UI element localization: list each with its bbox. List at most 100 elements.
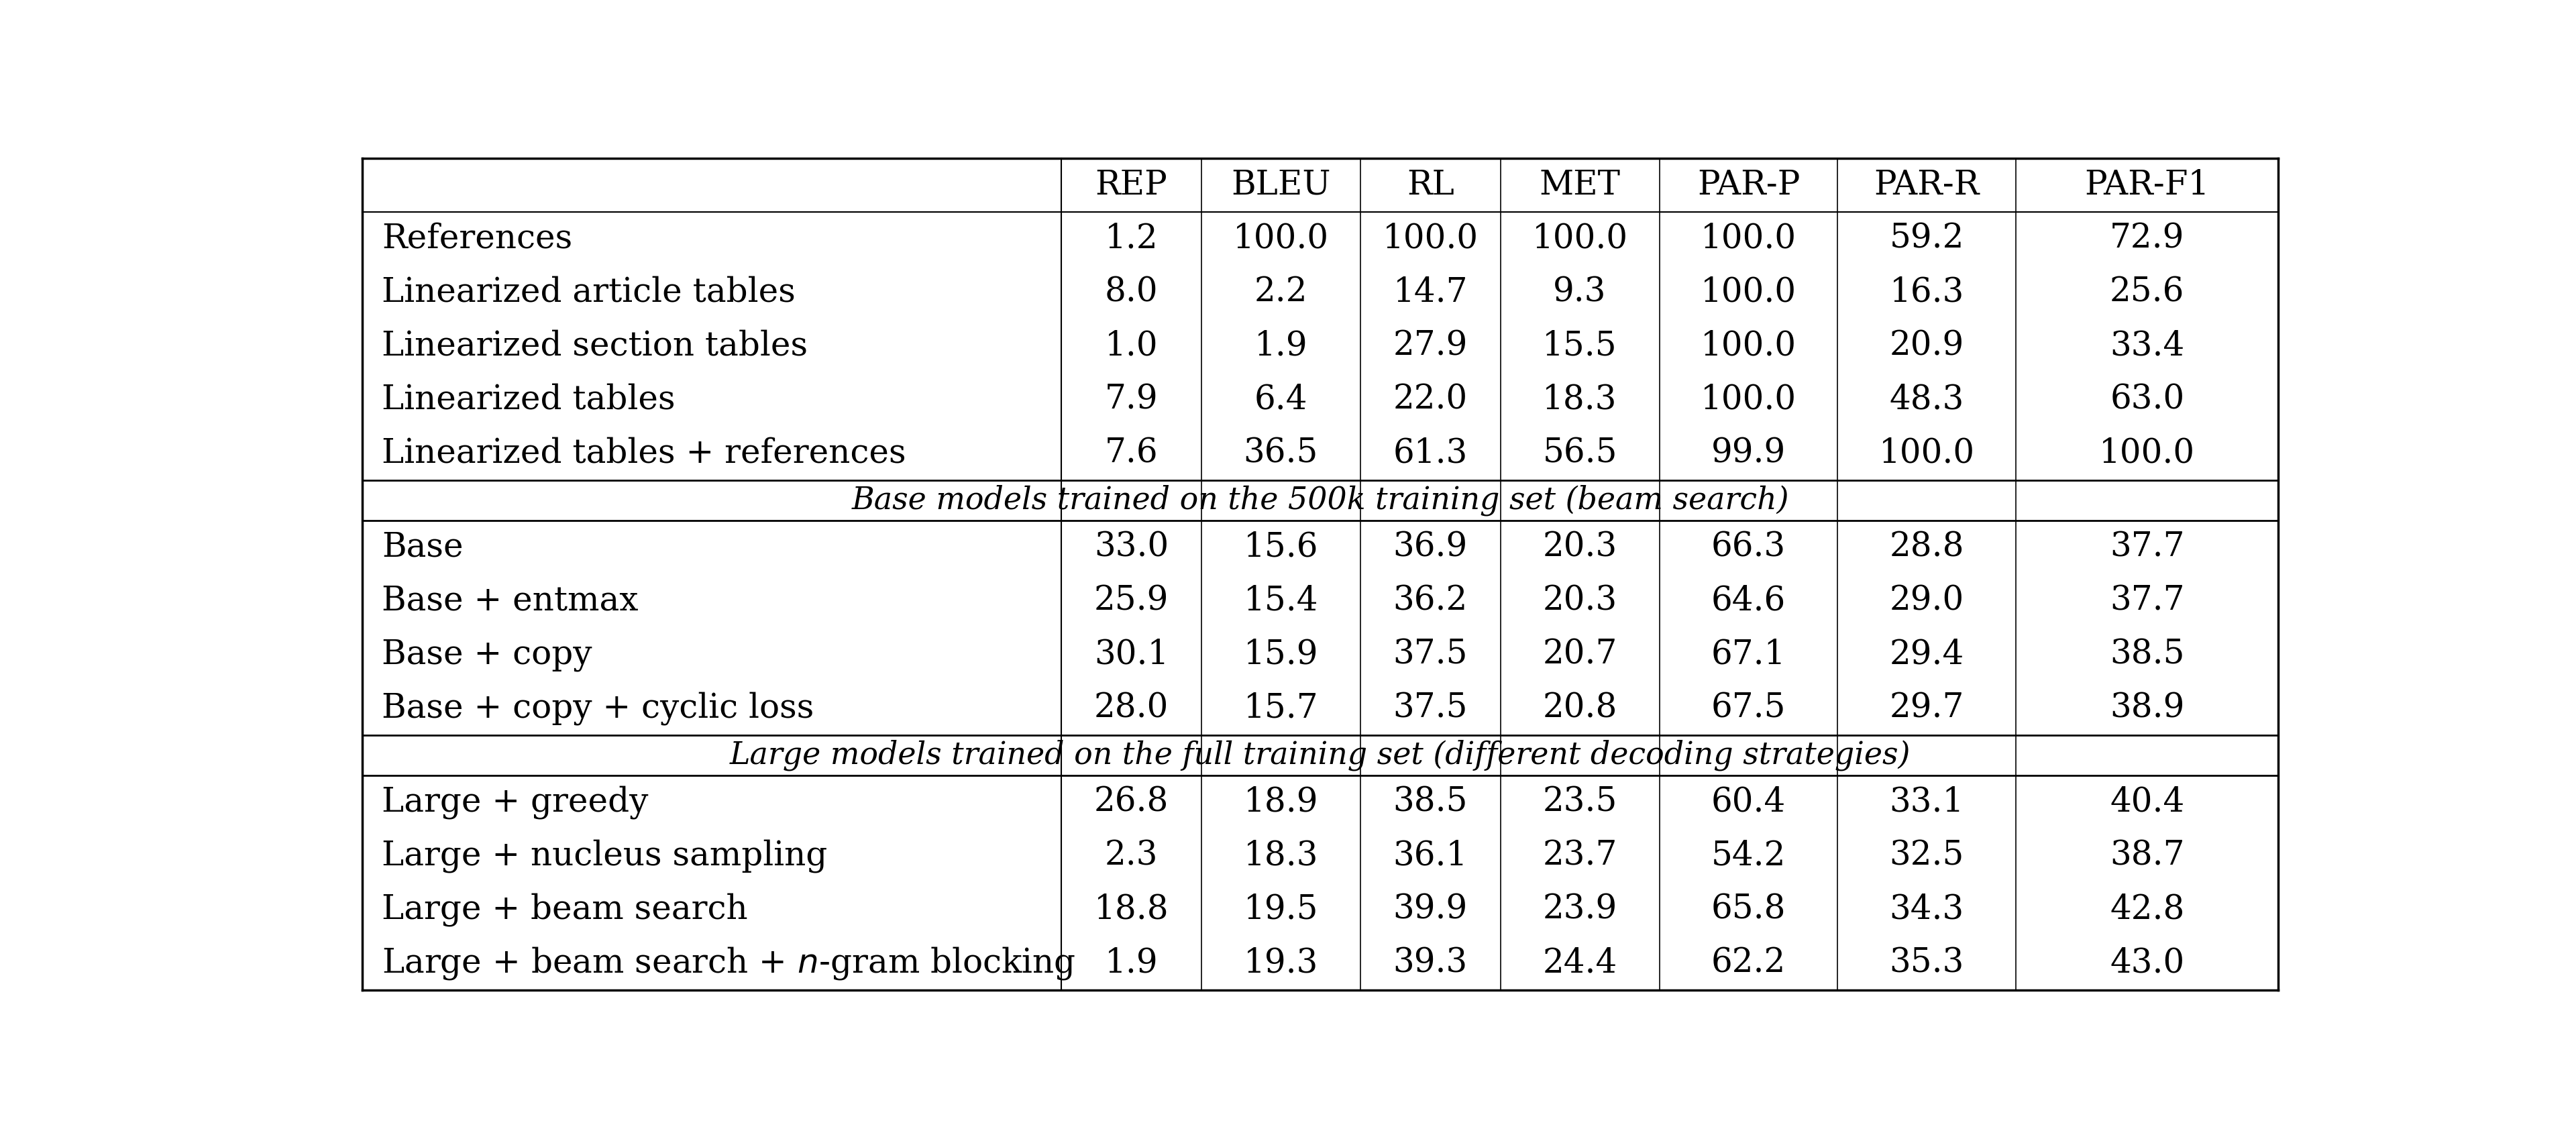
Text: Base models trained on the 500k training set (beam search): Base models trained on the 500k training… bbox=[853, 484, 1788, 516]
Text: 42.8: 42.8 bbox=[2110, 893, 2184, 927]
Text: 25.6: 25.6 bbox=[2110, 276, 2184, 309]
Text: 100.0: 100.0 bbox=[1700, 383, 1795, 416]
Text: 7.6: 7.6 bbox=[1105, 437, 1159, 470]
Text: 20.8: 20.8 bbox=[1543, 691, 1618, 725]
Text: 20.7: 20.7 bbox=[1543, 638, 1618, 671]
Text: 24.4: 24.4 bbox=[1543, 947, 1618, 980]
Text: 65.8: 65.8 bbox=[1710, 893, 1785, 927]
Text: 37.5: 37.5 bbox=[1394, 691, 1468, 725]
Text: BLEU: BLEU bbox=[1231, 168, 1332, 201]
Text: 15.5: 15.5 bbox=[1543, 330, 1618, 363]
Text: 62.2: 62.2 bbox=[1710, 947, 1785, 980]
Text: 19.5: 19.5 bbox=[1244, 893, 1319, 927]
Text: 1.2: 1.2 bbox=[1105, 222, 1159, 256]
Text: Linearized article tables: Linearized article tables bbox=[381, 276, 796, 309]
Text: 56.5: 56.5 bbox=[1543, 437, 1618, 470]
Text: 48.3: 48.3 bbox=[1888, 383, 1963, 416]
Text: 18.8: 18.8 bbox=[1095, 893, 1170, 927]
Text: 38.7: 38.7 bbox=[2110, 839, 2184, 872]
Text: 18.3: 18.3 bbox=[1244, 839, 1319, 872]
Text: 15.9: 15.9 bbox=[1244, 638, 1319, 671]
Text: 38.9: 38.9 bbox=[2110, 691, 2184, 725]
Text: 22.0: 22.0 bbox=[1394, 383, 1468, 416]
Text: 30.1: 30.1 bbox=[1095, 638, 1170, 671]
Text: 1.9: 1.9 bbox=[1255, 330, 1309, 363]
Text: PAR-R: PAR-R bbox=[1873, 168, 1978, 201]
Text: Large + greedy: Large + greedy bbox=[381, 786, 649, 819]
Text: 25.9: 25.9 bbox=[1095, 584, 1170, 617]
Text: 18.9: 18.9 bbox=[1244, 786, 1319, 819]
Text: 14.7: 14.7 bbox=[1394, 276, 1468, 309]
Text: 39.9: 39.9 bbox=[1394, 893, 1468, 927]
Text: 23.9: 23.9 bbox=[1543, 893, 1618, 927]
Text: 1.9: 1.9 bbox=[1105, 947, 1159, 980]
Text: Base: Base bbox=[381, 531, 464, 564]
Text: 7.9: 7.9 bbox=[1105, 383, 1159, 416]
Text: 16.3: 16.3 bbox=[1888, 276, 1963, 309]
Text: 6.4: 6.4 bbox=[1255, 383, 1309, 416]
Text: 67.5: 67.5 bbox=[1710, 691, 1785, 725]
Text: 100.0: 100.0 bbox=[1700, 222, 1795, 256]
Text: Large + nucleus sampling: Large + nucleus sampling bbox=[381, 839, 827, 873]
Text: 100.0: 100.0 bbox=[1700, 330, 1795, 363]
Text: 36.2: 36.2 bbox=[1394, 584, 1468, 617]
Text: 99.9: 99.9 bbox=[1710, 437, 1785, 470]
Text: 37.7: 37.7 bbox=[2110, 584, 2184, 617]
Text: 40.4: 40.4 bbox=[2110, 786, 2184, 819]
Text: 36.5: 36.5 bbox=[1244, 437, 1319, 470]
Text: 33.0: 33.0 bbox=[1095, 531, 1170, 564]
Text: 29.7: 29.7 bbox=[1888, 691, 1963, 725]
Text: 32.5: 32.5 bbox=[1888, 839, 1963, 872]
Text: 100.0: 100.0 bbox=[1700, 276, 1795, 309]
Text: 15.7: 15.7 bbox=[1244, 691, 1319, 725]
Text: 29.4: 29.4 bbox=[1888, 638, 1963, 671]
Text: Base + copy + cyclic loss: Base + copy + cyclic loss bbox=[381, 691, 814, 725]
Text: 20.3: 20.3 bbox=[1543, 531, 1618, 564]
Text: 38.5: 38.5 bbox=[2110, 638, 2184, 671]
Text: 100.0: 100.0 bbox=[1533, 222, 1628, 256]
Text: 15.6: 15.6 bbox=[1244, 531, 1319, 564]
Text: 33.4: 33.4 bbox=[2110, 330, 2184, 363]
Text: 64.6: 64.6 bbox=[1710, 584, 1785, 617]
Text: 28.0: 28.0 bbox=[1095, 691, 1170, 725]
Text: 29.0: 29.0 bbox=[1888, 584, 1963, 617]
Text: 67.1: 67.1 bbox=[1710, 638, 1785, 671]
Text: 37.7: 37.7 bbox=[2110, 531, 2184, 564]
Text: 19.3: 19.3 bbox=[1244, 947, 1319, 980]
Text: 60.4: 60.4 bbox=[1710, 786, 1785, 819]
Text: Linearized section tables: Linearized section tables bbox=[381, 330, 809, 363]
Text: 8.0: 8.0 bbox=[1105, 276, 1159, 309]
Text: 100.0: 100.0 bbox=[1383, 222, 1479, 256]
Text: 23.5: 23.5 bbox=[1543, 786, 1618, 819]
Text: 36.1: 36.1 bbox=[1394, 839, 1468, 872]
Text: 100.0: 100.0 bbox=[1234, 222, 1329, 256]
Text: 61.3: 61.3 bbox=[1394, 437, 1468, 470]
Text: 100.0: 100.0 bbox=[1878, 437, 1976, 470]
Text: 66.3: 66.3 bbox=[1710, 531, 1785, 564]
Text: 63.0: 63.0 bbox=[2110, 383, 2184, 416]
Text: 34.3: 34.3 bbox=[1888, 893, 1963, 927]
Text: Base + copy: Base + copy bbox=[381, 638, 592, 671]
Text: 39.3: 39.3 bbox=[1394, 947, 1468, 980]
Text: 1.0: 1.0 bbox=[1105, 330, 1159, 363]
Text: 43.0: 43.0 bbox=[2110, 947, 2184, 980]
Text: Large + beam search: Large + beam search bbox=[381, 893, 747, 927]
Text: PAR-P: PAR-P bbox=[1698, 168, 1801, 201]
Text: 27.9: 27.9 bbox=[1394, 330, 1468, 363]
Text: MET: MET bbox=[1540, 168, 1620, 201]
Text: 37.5: 37.5 bbox=[1394, 638, 1468, 671]
Text: 2.3: 2.3 bbox=[1105, 839, 1159, 872]
Text: 2.2: 2.2 bbox=[1255, 276, 1309, 309]
Text: Linearized tables: Linearized tables bbox=[381, 383, 675, 416]
Text: PAR-F1: PAR-F1 bbox=[2084, 168, 2210, 201]
Text: RL: RL bbox=[1406, 168, 1455, 201]
Text: 18.3: 18.3 bbox=[1543, 383, 1618, 416]
Text: 35.3: 35.3 bbox=[1888, 947, 1963, 980]
Text: 33.1: 33.1 bbox=[1888, 786, 1963, 819]
Text: 36.9: 36.9 bbox=[1394, 531, 1468, 564]
Text: 28.8: 28.8 bbox=[1888, 531, 1963, 564]
Text: Large + beam search + $n$-gram blocking: Large + beam search + $n$-gram blocking bbox=[381, 945, 1077, 981]
Text: Base + entmax: Base + entmax bbox=[381, 584, 639, 617]
Text: 20.3: 20.3 bbox=[1543, 584, 1618, 617]
Text: References: References bbox=[381, 222, 572, 256]
